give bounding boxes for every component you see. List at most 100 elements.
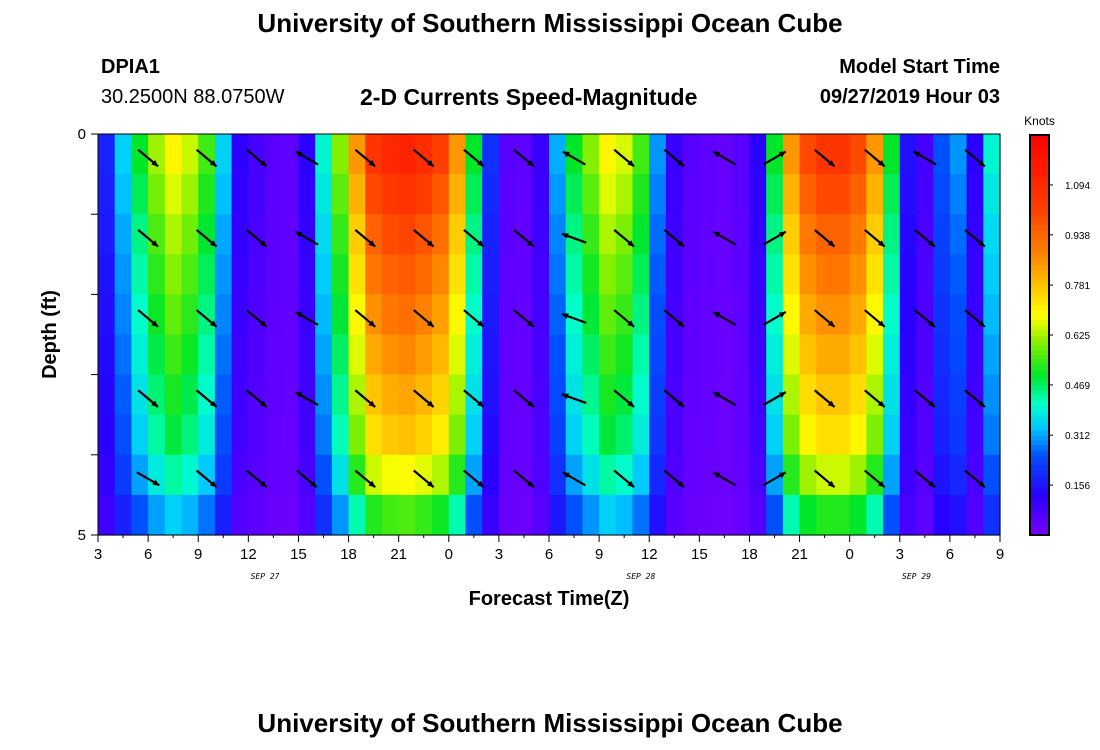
heatmap-cell: [265, 374, 283, 416]
heatmap-cell: [131, 334, 149, 376]
heatmap-cell: [114, 174, 133, 215]
heatmap-cell: [98, 254, 116, 295]
heatmap-cell: [164, 374, 183, 416]
heatmap-cell: [883, 454, 901, 496]
colorbar-segment: [1030, 430, 1049, 436]
heatmap-cell: [131, 134, 149, 175]
heatmap-cell: [448, 494, 467, 536]
current-vector-head: [913, 151, 921, 158]
heatmap-cell: [348, 494, 366, 536]
heatmap-cell: [532, 294, 550, 336]
model-start-time: 09/27/2019 Hour 03: [819, 86, 1000, 108]
heatmap-cell: [398, 334, 416, 376]
heatmap-cell: [265, 414, 283, 456]
colorbar-segment: [1030, 325, 1049, 331]
current-vector-head: [877, 400, 885, 407]
colorbar-segment: [1030, 445, 1049, 451]
colorbar-segment: [1030, 420, 1049, 426]
heatmap-cell: [782, 494, 801, 536]
current-vector-head: [368, 480, 376, 488]
heatmap-cell: [599, 414, 617, 456]
heatmap-cell: [181, 334, 199, 376]
heatmap-cell: [98, 214, 116, 255]
heatmap-cell: [665, 494, 684, 536]
heatmap-cell: [365, 214, 383, 255]
heatmap-cell: [348, 374, 366, 416]
heatmap-cell: [131, 294, 149, 336]
page-title-top: University of Southern Mississippi Ocean…: [257, 8, 843, 38]
heatmap-cell: [398, 134, 416, 175]
current-vector-head: [561, 233, 569, 239]
heatmap-cell: [231, 254, 249, 295]
heatmap-cell: [265, 214, 283, 255]
colorbar-segment: [1030, 265, 1049, 271]
heatmap-cell: [682, 454, 700, 496]
current-vector-head: [778, 231, 786, 238]
heatmap-cell: [498, 334, 517, 376]
heatmap-cell: [699, 454, 717, 496]
heatmap-cell: [465, 334, 483, 376]
heatmap-cell: [582, 374, 600, 416]
heatmap-cell: [682, 214, 700, 255]
heatmap-cell: [532, 254, 550, 295]
heatmap-cell: [849, 294, 867, 336]
heatmap-cell: [381, 134, 400, 175]
heatmap-cell: [248, 414, 266, 456]
heatmap-cell: [98, 294, 116, 336]
heatmap-cell: [281, 334, 300, 376]
x-tick-label: 0: [845, 546, 853, 563]
heatmap-cell: [482, 214, 500, 255]
heatmap-cell: [415, 254, 433, 295]
current-vector-head: [259, 320, 267, 327]
current-vector-head: [151, 240, 159, 247]
heatmap-cell: [682, 134, 700, 175]
heatmap-cell: [699, 254, 717, 295]
colorbar-segment: [1030, 525, 1049, 531]
colorbar-segment: [1030, 405, 1049, 411]
heatmap-cell: [832, 174, 851, 215]
heatmap-cell: [699, 494, 717, 536]
heatmap-cell: [966, 254, 984, 295]
current-vector-head: [827, 400, 835, 407]
heatmap-cell: [231, 334, 249, 376]
colorbar-segment: [1030, 345, 1049, 351]
heatmap-cell: [732, 454, 751, 496]
heatmap-cell: [515, 254, 533, 295]
heatmap-cell: [214, 414, 233, 456]
heatmap-cell: [281, 174, 300, 215]
heatmap-cell: [649, 254, 667, 295]
heatmap-cell: [398, 174, 416, 215]
heatmap-cell: [298, 134, 316, 175]
heatmap-cell: [732, 494, 751, 536]
heatmap-cell: [565, 374, 584, 416]
heatmap-cell: [983, 174, 1001, 215]
heatmap-cell: [599, 174, 617, 215]
heatmap-cell: [632, 494, 650, 536]
heatmap-cell: [348, 214, 366, 255]
current-vector-head: [677, 400, 685, 407]
heatmap-cell: [682, 334, 700, 376]
heatmap-cell: [315, 414, 333, 456]
heatmap-cell: [498, 294, 517, 336]
heatmap-cell: [699, 374, 717, 416]
current-vector-head: [561, 313, 569, 320]
heatmap-cell: [565, 174, 584, 215]
heatmap-cell: [448, 414, 467, 456]
current-vector-head: [295, 392, 303, 398]
heatmap-cell: [832, 494, 851, 536]
heatmap-cell: [498, 494, 517, 536]
current-vector-head: [978, 480, 985, 488]
heatmap-cell: [131, 374, 149, 416]
heatmap-cell: [699, 134, 717, 175]
heatmap-cell: [582, 254, 600, 295]
current-vector-head: [978, 400, 985, 407]
heatmap-cell: [131, 254, 149, 295]
heatmap-cell: [933, 134, 951, 175]
heatmap-cell: [949, 454, 968, 496]
heatmap-cell: [732, 294, 751, 336]
heatmap-cell: [966, 334, 984, 376]
heatmap-cell: [766, 174, 784, 215]
current-vector-head: [309, 480, 317, 488]
heatmap-cell: [432, 374, 450, 416]
heatmap-cell: [933, 254, 951, 295]
